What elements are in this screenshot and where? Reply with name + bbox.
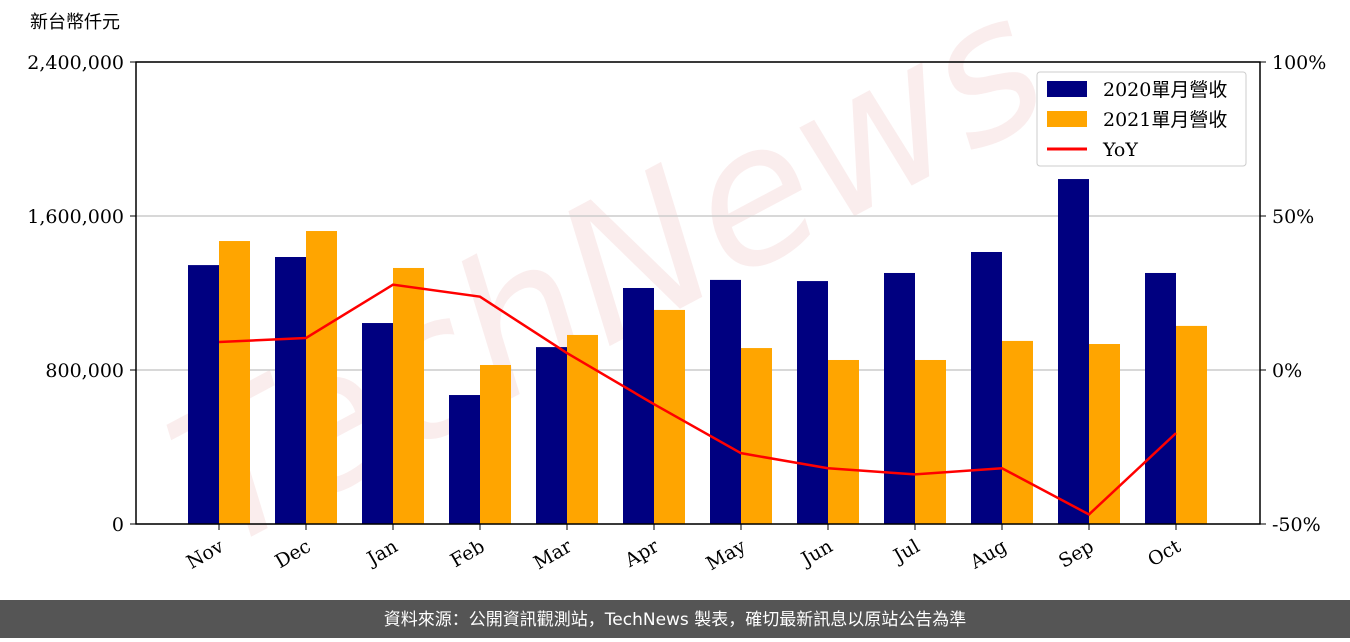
x-tick-label: Apr bbox=[620, 535, 663, 572]
legend-label: YoY bbox=[1102, 139, 1138, 161]
legend-label: 2020單月營收 bbox=[1103, 79, 1227, 101]
bar bbox=[797, 281, 828, 524]
y-tick-label: 2,400,000 bbox=[27, 52, 124, 74]
bar bbox=[828, 359, 859, 524]
y-tick-label: 800,000 bbox=[45, 360, 124, 382]
bar bbox=[884, 272, 915, 524]
x-tick-label: Sep bbox=[1055, 535, 1098, 572]
y-axis-unit: 新台幣仟元 bbox=[30, 12, 120, 33]
y2-tick-label: -50% bbox=[1272, 514, 1321, 536]
y2-tick-label: 50% bbox=[1272, 206, 1314, 228]
bar bbox=[480, 364, 511, 524]
legend-swatch bbox=[1047, 81, 1087, 97]
x-tick-label: May bbox=[703, 535, 750, 575]
bar bbox=[1145, 272, 1176, 524]
x-tick-label: Mar bbox=[530, 535, 576, 574]
bar bbox=[1089, 344, 1120, 524]
bar bbox=[654, 309, 685, 524]
x-tick-label: Jul bbox=[888, 535, 923, 568]
bar bbox=[915, 359, 946, 524]
bar bbox=[567, 334, 598, 524]
legend-box bbox=[1036, 71, 1247, 167]
y2-tick-label: 0% bbox=[1272, 360, 1302, 382]
legend-swatch bbox=[1047, 111, 1087, 127]
bar bbox=[275, 257, 306, 524]
bar bbox=[393, 267, 424, 524]
y-tick-label: 1,600,000 bbox=[27, 206, 124, 228]
bar bbox=[710, 279, 741, 524]
bar bbox=[362, 323, 393, 524]
bar bbox=[188, 265, 219, 524]
footer-source: 資料來源：公開資訊觀測站，TechNews 製表，確切最新訊息以原站公告為準 bbox=[384, 610, 966, 630]
bar bbox=[449, 395, 480, 524]
bar bbox=[623, 287, 654, 524]
bar bbox=[306, 231, 337, 524]
bar bbox=[1176, 325, 1207, 524]
bar bbox=[1002, 340, 1033, 524]
bar bbox=[1058, 179, 1089, 525]
x-tick-label: Feb bbox=[447, 535, 489, 572]
y-tick-label: 0 bbox=[112, 514, 124, 536]
legend-label: 2021單月營收 bbox=[1103, 109, 1227, 131]
y2-tick-label: 100% bbox=[1272, 52, 1326, 74]
x-tick-label: Jun bbox=[796, 535, 837, 571]
yoy-line bbox=[218, 283, 1177, 516]
bar bbox=[971, 251, 1002, 524]
bar bbox=[741, 348, 772, 524]
x-tick-label: Jan bbox=[362, 535, 402, 571]
plot-frame bbox=[135, 61, 1261, 525]
footer-bar bbox=[0, 600, 1350, 638]
bar bbox=[219, 241, 250, 524]
x-tick-label: Oct bbox=[1144, 535, 1185, 571]
bar bbox=[536, 347, 567, 524]
x-tick-label: Aug bbox=[966, 535, 1011, 574]
